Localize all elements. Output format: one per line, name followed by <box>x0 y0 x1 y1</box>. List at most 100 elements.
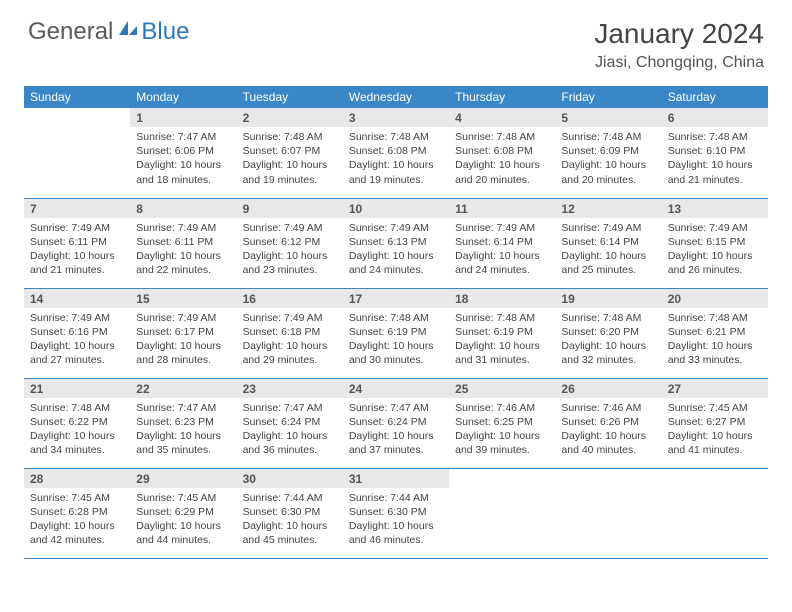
day-details: Sunrise: 7:48 AMSunset: 6:19 PMDaylight:… <box>449 308 555 372</box>
day-details: Sunrise: 7:47 AMSunset: 6:23 PMDaylight:… <box>130 398 236 462</box>
daylight-text: Daylight: 10 hours and 36 minutes. <box>243 429 337 457</box>
daylight-text: Daylight: 10 hours and 18 minutes. <box>136 158 230 186</box>
calendar-cell: 22Sunrise: 7:47 AMSunset: 6:23 PMDayligh… <box>130 378 236 468</box>
sunset-text: Sunset: 6:28 PM <box>30 505 124 519</box>
sunrise-text: Sunrise: 7:49 AM <box>243 311 337 325</box>
day-number: 29 <box>130 469 236 488</box>
day-details: Sunrise: 7:44 AMSunset: 6:30 PMDaylight:… <box>237 488 343 552</box>
daylight-text: Daylight: 10 hours and 19 minutes. <box>349 158 443 186</box>
daylight-text: Daylight: 10 hours and 42 minutes. <box>30 519 124 547</box>
day-number: 25 <box>449 379 555 398</box>
sunset-text: Sunset: 6:27 PM <box>668 415 762 429</box>
sunrise-text: Sunrise: 7:49 AM <box>349 221 443 235</box>
calendar-cell: 12Sunrise: 7:49 AMSunset: 6:14 PMDayligh… <box>555 198 661 288</box>
day-details: Sunrise: 7:49 AMSunset: 6:16 PMDaylight:… <box>24 308 130 372</box>
sunset-text: Sunset: 6:12 PM <box>243 235 337 249</box>
sunset-text: Sunset: 6:30 PM <box>243 505 337 519</box>
daylight-text: Daylight: 10 hours and 41 minutes. <box>668 429 762 457</box>
calendar-cell: 14Sunrise: 7:49 AMSunset: 6:16 PMDayligh… <box>24 288 130 378</box>
day-number: 31 <box>343 469 449 488</box>
daylight-text: Daylight: 10 hours and 35 minutes. <box>136 429 230 457</box>
sunset-text: Sunset: 6:11 PM <box>136 235 230 249</box>
calendar-cell: 26Sunrise: 7:46 AMSunset: 6:26 PMDayligh… <box>555 378 661 468</box>
day-details: Sunrise: 7:46 AMSunset: 6:25 PMDaylight:… <box>449 398 555 462</box>
sunrise-text: Sunrise: 7:48 AM <box>668 130 762 144</box>
sunrise-text: Sunrise: 7:45 AM <box>136 491 230 505</box>
daylight-text: Daylight: 10 hours and 21 minutes. <box>30 249 124 277</box>
daylight-text: Daylight: 10 hours and 44 minutes. <box>136 519 230 547</box>
sunrise-text: Sunrise: 7:48 AM <box>455 311 549 325</box>
calendar-cell: 29Sunrise: 7:45 AMSunset: 6:29 PMDayligh… <box>130 468 236 558</box>
calendar-week-row: 1Sunrise: 7:47 AMSunset: 6:06 PMDaylight… <box>24 108 768 198</box>
daylight-text: Daylight: 10 hours and 22 minutes. <box>136 249 230 277</box>
day-details: Sunrise: 7:49 AMSunset: 6:11 PMDaylight:… <box>24 218 130 282</box>
sunrise-text: Sunrise: 7:49 AM <box>243 221 337 235</box>
daylight-text: Daylight: 10 hours and 34 minutes. <box>30 429 124 457</box>
day-details: Sunrise: 7:48 AMSunset: 6:08 PMDaylight:… <box>343 127 449 191</box>
day-number: 23 <box>237 379 343 398</box>
day-details: Sunrise: 7:46 AMSunset: 6:26 PMDaylight:… <box>555 398 661 462</box>
sunset-text: Sunset: 6:16 PM <box>30 325 124 339</box>
day-details: Sunrise: 7:48 AMSunset: 6:08 PMDaylight:… <box>449 127 555 191</box>
sunrise-text: Sunrise: 7:47 AM <box>136 130 230 144</box>
sunrise-text: Sunrise: 7:47 AM <box>136 401 230 415</box>
sunset-text: Sunset: 6:13 PM <box>349 235 443 249</box>
weekday-header: Friday <box>555 86 661 108</box>
calendar-cell: 13Sunrise: 7:49 AMSunset: 6:15 PMDayligh… <box>662 198 768 288</box>
day-details: Sunrise: 7:45 AMSunset: 6:27 PMDaylight:… <box>662 398 768 462</box>
day-number: 6 <box>662 108 768 127</box>
sunrise-text: Sunrise: 7:47 AM <box>349 401 443 415</box>
location-text: Jiasi, Chongqing, China <box>594 54 764 72</box>
day-number: 19 <box>555 289 661 308</box>
brand-logo: General Blue <box>28 18 189 46</box>
title-block: January 2024 Jiasi, Chongqing, China <box>594 18 764 72</box>
sunset-text: Sunset: 6:23 PM <box>136 415 230 429</box>
sunrise-text: Sunrise: 7:49 AM <box>455 221 549 235</box>
day-number: 27 <box>662 379 768 398</box>
day-number: 2 <box>237 108 343 127</box>
calendar-cell: 30Sunrise: 7:44 AMSunset: 6:30 PMDayligh… <box>237 468 343 558</box>
calendar-cell: 9Sunrise: 7:49 AMSunset: 6:12 PMDaylight… <box>237 198 343 288</box>
weekday-header: Tuesday <box>237 86 343 108</box>
day-details: Sunrise: 7:48 AMSunset: 6:10 PMDaylight:… <box>662 127 768 191</box>
day-number: 17 <box>343 289 449 308</box>
daylight-text: Daylight: 10 hours and 25 minutes. <box>561 249 655 277</box>
brand-text-1: General <box>28 18 113 46</box>
sunrise-text: Sunrise: 7:48 AM <box>455 130 549 144</box>
sunset-text: Sunset: 6:20 PM <box>561 325 655 339</box>
day-number: 11 <box>449 199 555 218</box>
weekday-header: Wednesday <box>343 86 449 108</box>
weekday-header-row: Sunday Monday Tuesday Wednesday Thursday… <box>24 86 768 108</box>
day-details: Sunrise: 7:48 AMSunset: 6:22 PMDaylight:… <box>24 398 130 462</box>
sunset-text: Sunset: 6:08 PM <box>455 144 549 158</box>
day-number: 13 <box>662 199 768 218</box>
calendar-cell: 25Sunrise: 7:46 AMSunset: 6:25 PMDayligh… <box>449 378 555 468</box>
day-number: 7 <box>24 199 130 218</box>
sunrise-text: Sunrise: 7:49 AM <box>136 221 230 235</box>
calendar-cell: 10Sunrise: 7:49 AMSunset: 6:13 PMDayligh… <box>343 198 449 288</box>
day-number: 22 <box>130 379 236 398</box>
day-number: 21 <box>24 379 130 398</box>
day-details: Sunrise: 7:45 AMSunset: 6:29 PMDaylight:… <box>130 488 236 552</box>
sunset-text: Sunset: 6:17 PM <box>136 325 230 339</box>
sunrise-text: Sunrise: 7:49 AM <box>561 221 655 235</box>
calendar-cell: 16Sunrise: 7:49 AMSunset: 6:18 PMDayligh… <box>237 288 343 378</box>
calendar-cell: 21Sunrise: 7:48 AMSunset: 6:22 PMDayligh… <box>24 378 130 468</box>
sunrise-text: Sunrise: 7:46 AM <box>455 401 549 415</box>
sunrise-text: Sunrise: 7:49 AM <box>30 221 124 235</box>
sunrise-text: Sunrise: 7:48 AM <box>30 401 124 415</box>
daylight-text: Daylight: 10 hours and 30 minutes. <box>349 339 443 367</box>
sunset-text: Sunset: 6:11 PM <box>30 235 124 249</box>
day-number: 4 <box>449 108 555 127</box>
sunrise-text: Sunrise: 7:48 AM <box>349 130 443 144</box>
sunset-text: Sunset: 6:25 PM <box>455 415 549 429</box>
day-number: 24 <box>343 379 449 398</box>
sunrise-text: Sunrise: 7:48 AM <box>561 130 655 144</box>
day-number: 18 <box>449 289 555 308</box>
day-number: 10 <box>343 199 449 218</box>
sunset-text: Sunset: 6:18 PM <box>243 325 337 339</box>
calendar-table: Sunday Monday Tuesday Wednesday Thursday… <box>24 86 768 559</box>
day-details: Sunrise: 7:47 AMSunset: 6:24 PMDaylight:… <box>237 398 343 462</box>
day-details: Sunrise: 7:45 AMSunset: 6:28 PMDaylight:… <box>24 488 130 552</box>
day-details: Sunrise: 7:49 AMSunset: 6:17 PMDaylight:… <box>130 308 236 372</box>
